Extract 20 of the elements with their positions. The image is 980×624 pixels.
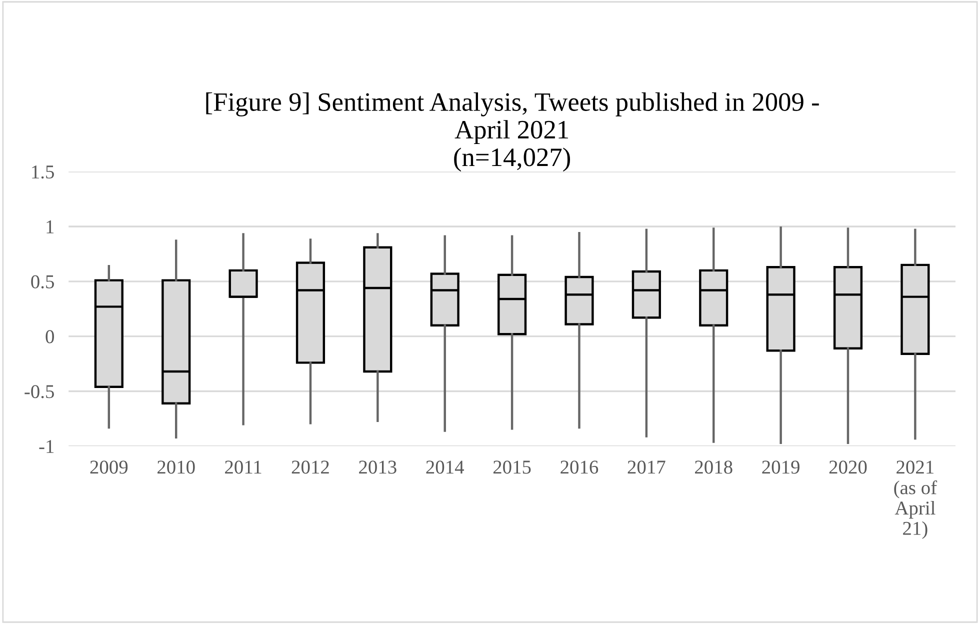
x-tick-label: 2009	[90, 460, 128, 474]
x-tick-label: 2016	[560, 460, 598, 474]
x-tick-label: 2020	[829, 460, 867, 474]
y-tick-label: 0.5	[31, 275, 54, 288]
x-tick-label: 2015	[493, 460, 531, 474]
x-tick-label: 2017	[628, 460, 666, 474]
x-tick-label: 2013	[359, 460, 396, 474]
x-tick-label: 2014	[426, 460, 464, 474]
x-tick-label: 2021 (as of April 21)	[894, 460, 938, 539]
y-tick-label: 1	[46, 220, 54, 234]
y-tick-label: -1	[39, 440, 54, 453]
y-tick-label: 0	[46, 330, 54, 344]
chart-title: [Figure 9] Sentiment Analysis, Tweets published in 2009 - April 2021 (n=14,027)	[206, 92, 819, 172]
x-tick-label: 2012	[292, 460, 329, 474]
x-tick-label: 2011	[225, 460, 262, 474]
x-tick-label: 2018	[695, 460, 732, 474]
x-tick-label: 2019	[762, 460, 800, 474]
x-tick-label: 2010	[158, 460, 195, 474]
y-tick-label: 1.5	[32, 166, 54, 179]
y-tick-label: -0.5	[24, 385, 54, 398]
